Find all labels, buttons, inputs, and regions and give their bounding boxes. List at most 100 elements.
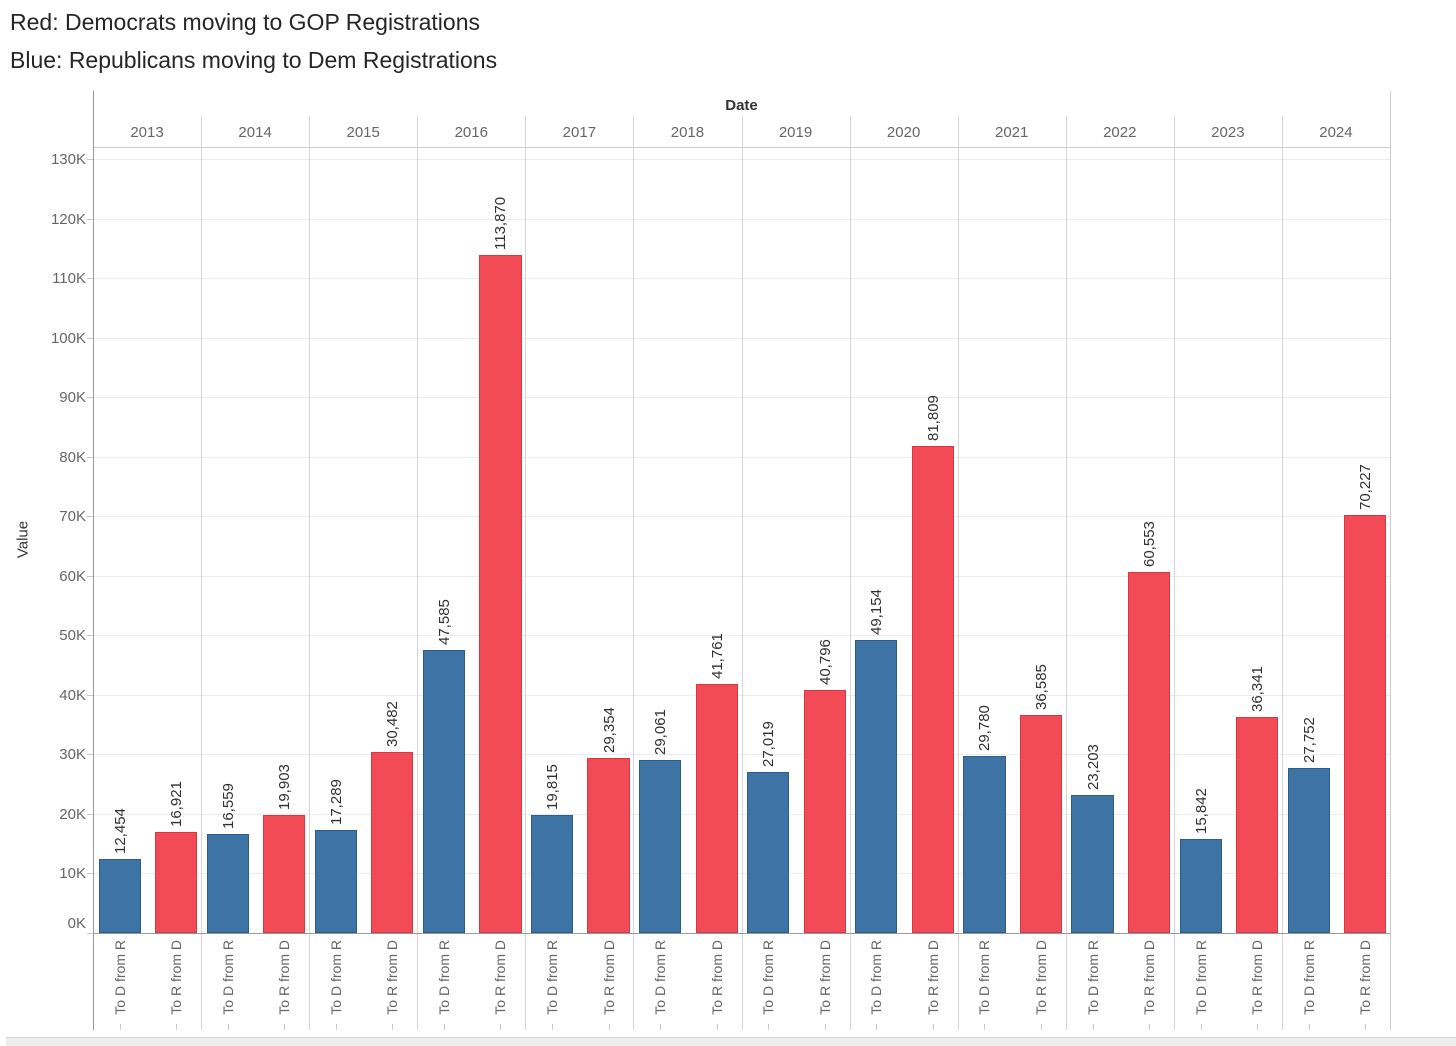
bar-to-d-from-r-2021[interactable] bbox=[963, 755, 1006, 933]
bar-value-label: 70,227 bbox=[1357, 463, 1375, 510]
bar-value-label: 30,482 bbox=[384, 700, 402, 747]
category-tick bbox=[933, 1024, 934, 1030]
category-label: To D from R bbox=[976, 940, 993, 1015]
bar-value-label: 29,354 bbox=[600, 707, 618, 754]
year-label-2021: 2021 bbox=[995, 124, 1029, 141]
category-label: To R from D bbox=[1140, 940, 1157, 1015]
panel-divider bbox=[742, 116, 743, 1030]
panel-divider bbox=[309, 116, 310, 1030]
y-tick bbox=[87, 814, 93, 815]
category-tick bbox=[1365, 1024, 1366, 1030]
year-label-2024: 2024 bbox=[1319, 124, 1353, 141]
panel-divider bbox=[1066, 116, 1067, 1030]
bar-value-label: 29,061 bbox=[652, 709, 670, 755]
bar-to-r-from-d-2022[interactable] bbox=[1127, 572, 1171, 933]
bar-to-r-from-d-2020[interactable] bbox=[911, 445, 954, 933]
y-tick bbox=[87, 457, 93, 458]
category-tick bbox=[660, 1024, 661, 1030]
bar-value-label: 41,761 bbox=[708, 633, 726, 680]
bar-to-d-from-r-2019[interactable] bbox=[747, 772, 790, 933]
bar-to-r-from-d-2024[interactable] bbox=[1344, 514, 1387, 933]
category-tick bbox=[284, 1024, 285, 1030]
bar-value-label: 19,815 bbox=[544, 764, 562, 811]
horizontal-scrollbar[interactable] bbox=[6, 1037, 1456, 1046]
category-label: To R from D bbox=[492, 940, 509, 1015]
chart-title-red: Red: Democrats moving to GOP Registratio… bbox=[10, 9, 480, 35]
y-tick-label: 60K bbox=[59, 568, 86, 585]
bar-to-r-from-d-2018[interactable] bbox=[695, 684, 738, 933]
y-tick-label: 130K bbox=[50, 151, 86, 168]
bar-to-d-from-r-2018[interactable] bbox=[639, 759, 682, 933]
panel-divider bbox=[633, 116, 634, 1030]
year-label-2020: 2020 bbox=[886, 124, 921, 141]
bar-to-r-from-d-2015[interactable] bbox=[371, 751, 414, 933]
bar-value-label: 27,752 bbox=[1300, 716, 1318, 763]
panel-divider bbox=[1174, 116, 1175, 1030]
bar-to-d-from-r-2020[interactable] bbox=[855, 640, 898, 933]
y-tick-label: 100K bbox=[50, 330, 86, 347]
category-label: To D from R bbox=[544, 940, 561, 1015]
y-tick bbox=[87, 397, 93, 398]
category-tick bbox=[768, 1024, 769, 1030]
bar-to-r-from-d-2023[interactable] bbox=[1235, 716, 1279, 933]
year-label-2016: 2016 bbox=[454, 124, 488, 141]
bar-value-label: 16,559 bbox=[219, 783, 237, 830]
y-tick-label: 0K bbox=[67, 915, 86, 932]
bar-value-label: 36,341 bbox=[1249, 665, 1267, 712]
bar-to-d-from-r-2022[interactable] bbox=[1071, 794, 1114, 933]
category-tick bbox=[552, 1024, 553, 1030]
bar-to-d-from-r-2017[interactable] bbox=[531, 815, 574, 933]
bar-to-d-from-r-2023[interactable] bbox=[1179, 838, 1222, 933]
bar-to-r-from-d-2013[interactable] bbox=[155, 832, 198, 933]
bar-to-r-from-d-2016[interactable] bbox=[479, 255, 522, 933]
category-tick bbox=[336, 1024, 337, 1030]
category-label: To D from R bbox=[219, 940, 236, 1015]
y-tick-label: 40K bbox=[59, 687, 86, 704]
category-label: To R from D bbox=[168, 940, 185, 1015]
bar-to-d-from-r-2024[interactable] bbox=[1287, 767, 1330, 933]
plot-top-border bbox=[93, 147, 1390, 148]
bar-value-label: 15,842 bbox=[1192, 787, 1210, 834]
bar-to-d-from-r-2016[interactable] bbox=[422, 649, 466, 933]
bar-to-d-from-r-2015[interactable] bbox=[314, 830, 358, 933]
bar-value-label: 47,585 bbox=[436, 598, 454, 645]
category-tick bbox=[176, 1024, 177, 1030]
bar-to-r-from-d-2021[interactable] bbox=[1019, 715, 1062, 933]
y-axis-line bbox=[93, 91, 94, 1030]
y-tick-label: 120K bbox=[50, 211, 86, 228]
category-label: To D from R bbox=[652, 940, 669, 1015]
y-tick bbox=[87, 278, 93, 279]
category-label: To D from R bbox=[868, 940, 885, 1015]
category-label: To D from R bbox=[760, 940, 777, 1015]
date-axis-title: Date bbox=[725, 97, 758, 114]
category-label: To R from D bbox=[708, 940, 725, 1015]
bar-to-r-from-d-2017[interactable] bbox=[587, 758, 630, 933]
category-tick bbox=[392, 1024, 393, 1030]
y-tick bbox=[87, 516, 93, 517]
year-label-2017: 2017 bbox=[562, 124, 597, 141]
y-tick bbox=[87, 159, 93, 160]
year-label-2014: 2014 bbox=[238, 124, 272, 141]
bar-to-d-from-r-2013[interactable] bbox=[98, 858, 141, 933]
y-tick bbox=[87, 873, 93, 874]
category-label: To R from D bbox=[816, 940, 833, 1015]
category-tick bbox=[1201, 1024, 1202, 1030]
category-tick bbox=[984, 1024, 985, 1030]
y-tick-label: 80K bbox=[59, 449, 86, 466]
y-tick bbox=[87, 576, 93, 577]
y-tick bbox=[87, 754, 93, 755]
panel-divider bbox=[417, 116, 418, 1030]
category-tick bbox=[228, 1024, 229, 1030]
category-tick bbox=[876, 1024, 877, 1030]
bar-value-label: 17,289 bbox=[327, 779, 345, 826]
bar-value-label: 60,553 bbox=[1140, 521, 1158, 568]
year-label-2019: 2019 bbox=[778, 124, 813, 141]
category-label: To R from D bbox=[1249, 940, 1266, 1015]
bar-value-label: 19,903 bbox=[276, 763, 294, 810]
bar-to-r-from-d-2014[interactable] bbox=[263, 814, 306, 933]
bar-to-r-from-d-2019[interactable] bbox=[803, 690, 846, 933]
y-tick-label: 90K bbox=[59, 389, 86, 406]
bar-to-d-from-r-2014[interactable] bbox=[206, 834, 249, 933]
chart-title-blue: Blue: Republicans moving to Dem Registra… bbox=[10, 47, 498, 73]
